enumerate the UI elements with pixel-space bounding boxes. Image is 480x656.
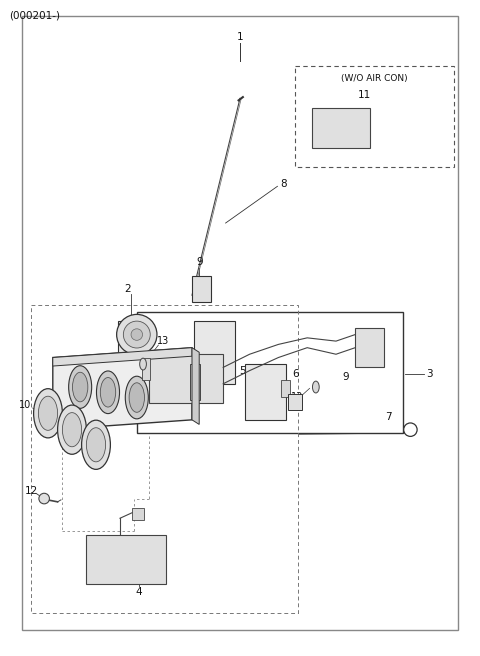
Text: 10: 10 — [67, 434, 79, 445]
Text: 5: 5 — [239, 365, 246, 376]
Bar — [295, 66, 454, 167]
Ellipse shape — [69, 365, 92, 408]
Text: 13: 13 — [290, 392, 303, 402]
Bar — [281, 380, 290, 397]
Ellipse shape — [125, 377, 148, 419]
Bar — [31, 305, 298, 613]
Text: 12: 12 — [24, 485, 38, 496]
Text: 10: 10 — [44, 418, 57, 428]
Text: (000201-): (000201-) — [10, 10, 60, 20]
Bar — [142, 358, 150, 380]
Ellipse shape — [34, 388, 62, 438]
Ellipse shape — [96, 371, 120, 414]
Ellipse shape — [62, 413, 82, 447]
Text: 13: 13 — [157, 336, 169, 346]
Text: 2: 2 — [124, 283, 131, 294]
Bar — [245, 364, 286, 420]
Text: 8: 8 — [280, 178, 287, 189]
Bar — [137, 312, 403, 433]
Ellipse shape — [312, 381, 319, 393]
Bar — [132, 508, 144, 520]
Ellipse shape — [86, 428, 106, 462]
Text: 6: 6 — [292, 369, 299, 379]
Text: (W/O AIR CON): (W/O AIR CON) — [341, 74, 408, 83]
Bar — [118, 321, 158, 358]
Bar — [194, 321, 235, 384]
Ellipse shape — [140, 358, 146, 370]
Bar — [149, 354, 223, 403]
Text: 10: 10 — [19, 400, 31, 411]
Bar — [288, 394, 302, 410]
Ellipse shape — [72, 372, 88, 401]
Text: 4: 4 — [136, 586, 143, 597]
Ellipse shape — [129, 383, 144, 412]
Ellipse shape — [82, 420, 110, 470]
Ellipse shape — [58, 405, 86, 454]
Circle shape — [39, 493, 49, 504]
Text: 1: 1 — [237, 32, 243, 43]
Circle shape — [404, 423, 417, 436]
Text: 9: 9 — [342, 372, 349, 382]
Circle shape — [131, 329, 143, 340]
Bar — [190, 364, 200, 400]
Circle shape — [123, 321, 150, 348]
Bar — [355, 328, 384, 367]
Circle shape — [117, 314, 157, 355]
Ellipse shape — [38, 396, 58, 430]
Bar — [192, 276, 211, 302]
Bar — [312, 108, 370, 148]
Text: 11: 11 — [358, 90, 372, 100]
Polygon shape — [53, 348, 192, 366]
Polygon shape — [192, 348, 199, 424]
Ellipse shape — [100, 378, 116, 407]
Text: 7: 7 — [385, 411, 392, 422]
Text: 9: 9 — [196, 257, 203, 268]
Text: 3: 3 — [426, 369, 433, 379]
Polygon shape — [53, 348, 192, 430]
Bar — [86, 535, 166, 584]
